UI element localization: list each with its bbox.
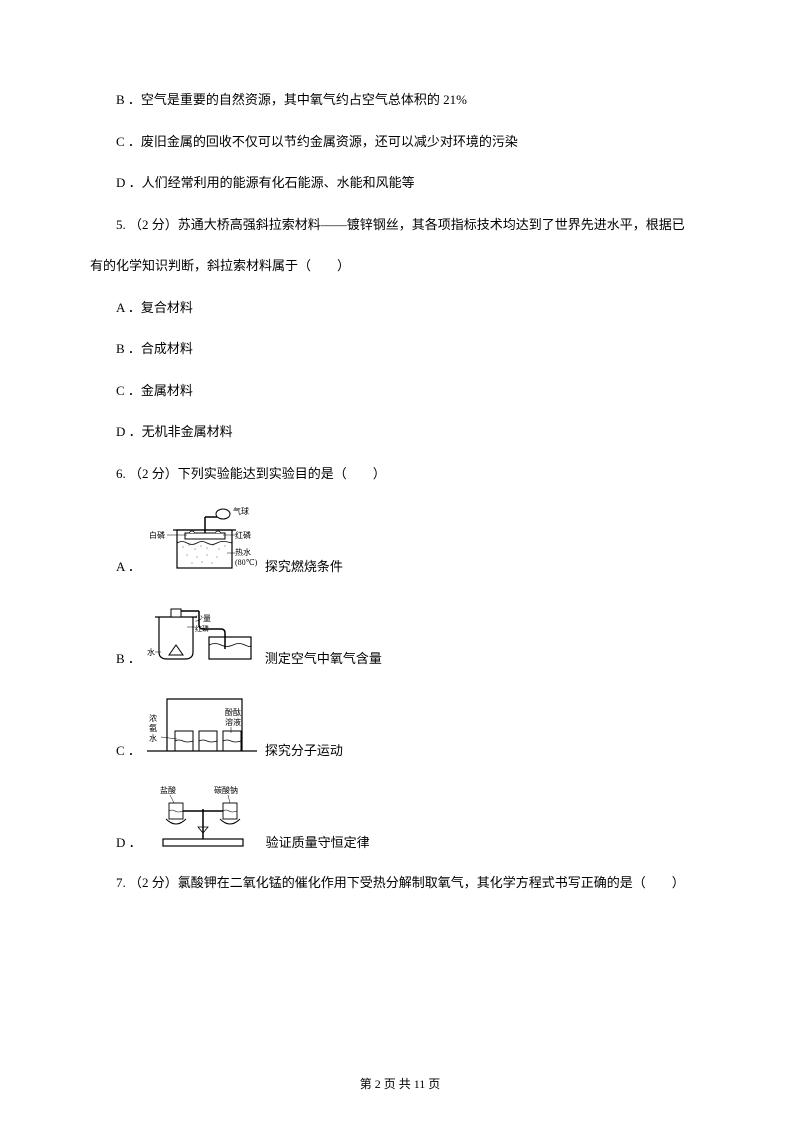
page-body: B ．空气是重要的自然资源，其中氧气约占空气总体积的 21% C ．废旧金属的回… <box>0 0 800 893</box>
q6-option-a-text: 探究燃烧条件 <box>265 556 343 575</box>
diagram-d-icon: 盐酸 碳酸钠 <box>148 781 258 851</box>
q6-option-c-label: C ． <box>90 740 141 759</box>
q5-stem-line2: 有的化学知识判断，斜拉索材料属于（ ） <box>90 256 710 276</box>
q5-stem-line1: 5. （2 分）苏通大桥高强斜拉索材料——镀锌钢丝，其各项指标技术均达到了世界先… <box>90 215 710 235</box>
prev-option-c: C ．废旧金属的回收不仅可以节约金属资源，还可以减少对环境的污染 <box>90 132 710 152</box>
q5-option-a: A ．复合材料 <box>90 298 710 318</box>
q6-option-d-text: 验证质量守恒定律 <box>266 832 370 851</box>
q7-stem: 7. （2 分）氯酸钾在二氧化锰的催化作用下受热分解制取氧气，其化学方程式书写正… <box>90 873 710 893</box>
prev-option-d: D ．人们经常利用的能源有化石能源、水能和风能等 <box>90 173 710 193</box>
svg-text:浓: 浓 <box>149 714 157 723</box>
diagram-b-icon: 少量 红磷 水 <box>147 597 257 667</box>
svg-text:氨: 氨 <box>149 723 157 733</box>
q6-option-b-label: B ． <box>90 648 141 667</box>
svg-text:红磷: 红磷 <box>195 624 209 633</box>
svg-text:气球: 气球 <box>233 506 249 516</box>
q6-option-d-label: D ． <box>90 832 142 851</box>
q5-option-b: B ．合成材料 <box>90 339 710 359</box>
svg-text:水: 水 <box>149 733 157 743</box>
svg-text:红磷: 红磷 <box>235 530 251 540</box>
prev-option-b: B ．空气是重要的自然资源，其中氧气约占空气总体积的 21% <box>90 90 710 110</box>
svg-text:热水: 热水 <box>235 547 251 557</box>
q6-option-a-row: A ． <box>90 505 710 575</box>
page-footer: 第 2 页 共 11 页 <box>0 1075 800 1092</box>
diagram-a-icon: 气球 白磷 红磷 热水 (80℃) <box>147 505 257 575</box>
svg-text:酚酞: 酚酞 <box>225 707 241 717</box>
q6-option-c-row: C ． 浓 氨 水 酚酞 溶液 <box>90 689 710 759</box>
q6-option-b-row: B ． 少量 红磷 水 <box>90 597 710 667</box>
svg-text:水: 水 <box>147 647 155 657</box>
q5-option-d: D ．无机非金属材料 <box>90 422 710 442</box>
q5-option-c: C ．金属材料 <box>90 381 710 401</box>
svg-text:碳酸钠: 碳酸钠 <box>214 785 238 795</box>
svg-text:溶液: 溶液 <box>225 717 241 727</box>
svg-text:(80℃): (80℃) <box>235 558 257 567</box>
diagram-c-icon: 浓 氨 水 酚酞 溶液 <box>147 689 257 759</box>
q6-option-a-label: A ． <box>90 556 141 575</box>
svg-text:少量: 少量 <box>195 614 211 623</box>
svg-text:白磷: 白磷 <box>149 530 165 540</box>
q6-option-c-text: 探究分子运动 <box>265 740 343 759</box>
svg-text:盐酸: 盐酸 <box>160 785 176 795</box>
q6-option-b-text: 测定空气中氧气含量 <box>265 648 382 667</box>
q6-stem: 6. （2 分）下列实验能达到实验目的是（ ） <box>90 464 710 484</box>
q6-option-d-row: D ． <box>90 781 710 851</box>
